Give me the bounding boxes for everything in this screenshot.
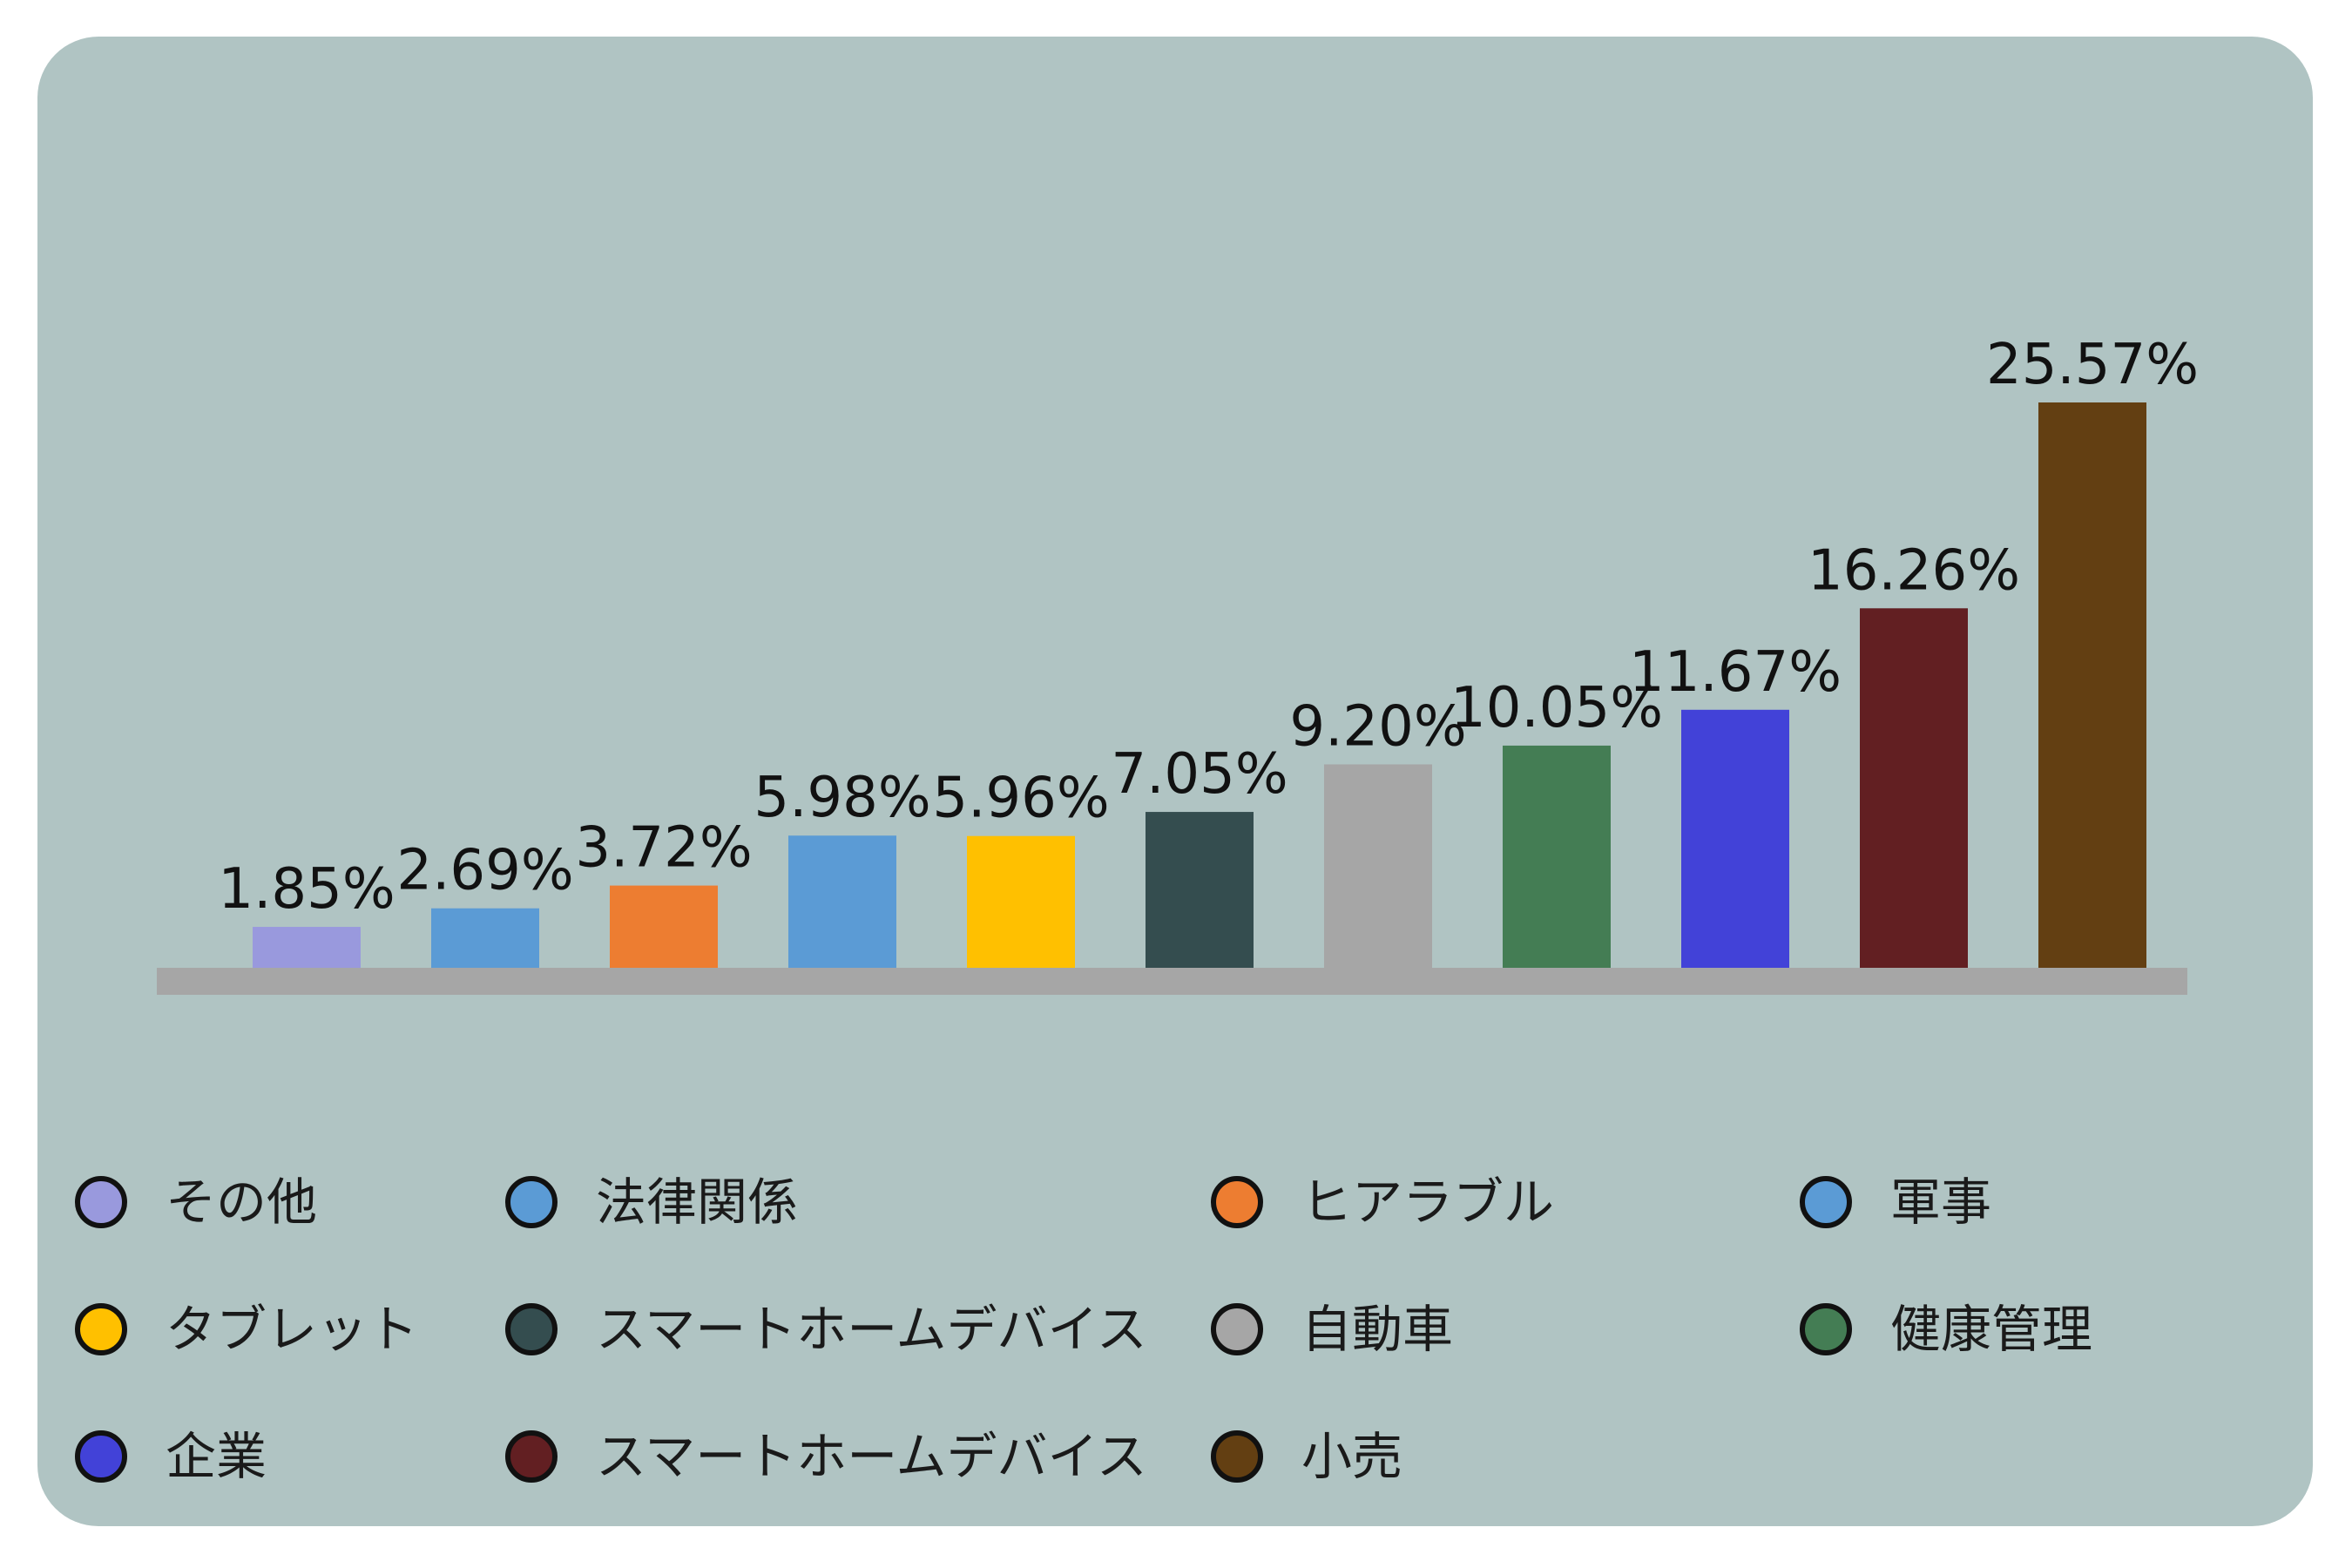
bar-value-label-4: 5.96% <box>932 767 1109 831</box>
bar-value-label-5: 7.05% <box>1111 742 1288 807</box>
bar-6 <box>1324 764 1432 968</box>
bar-value-label-2: 3.72% <box>575 816 752 881</box>
bar-10 <box>2038 402 2146 968</box>
bar-value-label-10: 25.57% <box>1986 333 2199 397</box>
bar-2 <box>610 885 718 968</box>
bar-9 <box>1860 608 1968 968</box>
value-labels-group: 1.85% 2.69% 3.72%5.98% 5.96% 7.05%9.20%10.05… <box>218 333 2199 922</box>
bar-4 <box>967 835 1075 968</box>
bar-8 <box>1681 709 1789 968</box>
bar-value-label-9: 16.26% <box>1808 538 2020 603</box>
bar-1 <box>431 908 539 968</box>
bar-value-label-6: 9.20% <box>1289 694 1466 759</box>
bar-value-label-3: 5.98% <box>754 766 930 830</box>
bar-7 <box>1503 745 1611 968</box>
bar-5 <box>1146 812 1254 968</box>
bar-value-label-0: 1.85% <box>218 857 395 922</box>
bar-3 <box>788 835 896 968</box>
bar-value-label-8: 11.67% <box>1629 640 1842 705</box>
x-axis-baseline <box>157 968 2187 995</box>
bar-0 <box>253 927 361 968</box>
bars-group <box>253 402 2146 968</box>
bar-value-label-7: 10.05% <box>1450 676 1663 740</box>
bar-value-label-1: 2.69% <box>396 839 573 903</box>
